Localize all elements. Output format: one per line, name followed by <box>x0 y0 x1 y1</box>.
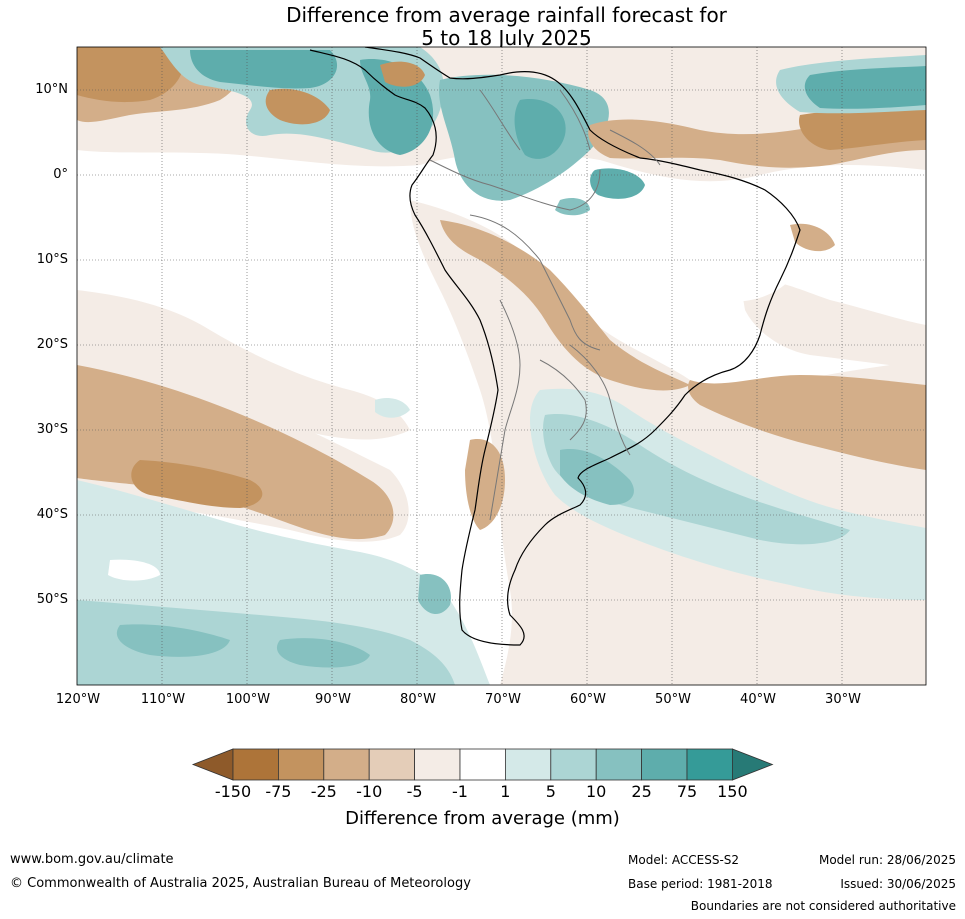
colorbar-tick-label: 25 <box>631 782 652 801</box>
map-title: Difference from average rainfall forecas… <box>0 4 965 50</box>
lon-label-80w: 80°W <box>400 692 436 707</box>
lat-label-40s: 40°S <box>36 507 68 522</box>
south-america-coastline <box>309 47 801 646</box>
footer-base-period: Base period: 1981-2018 <box>628 877 773 891</box>
anomaly-region <box>740 279 926 370</box>
anomaly-region <box>590 168 645 199</box>
colorbar-extend-low <box>191 748 234 781</box>
colorbar-extend-high <box>732 748 774 781</box>
colorbar-tick-label: -25 <box>310 782 337 801</box>
map-field <box>77 47 926 685</box>
anomaly-region <box>77 365 394 540</box>
lat-label-equator: 0° <box>53 167 68 182</box>
colorbar-segment <box>232 748 279 781</box>
anomaly-region <box>543 414 850 545</box>
colorbar-segment <box>686 748 733 781</box>
lon-label-120w: 120°W <box>55 692 101 707</box>
footer-website: www.bom.gov.au/climate <box>10 852 174 867</box>
anomaly-region <box>380 61 425 87</box>
colorbar-tick-label: -5 <box>406 782 423 801</box>
anomaly-region <box>108 559 160 581</box>
colorbar-segment <box>368 748 416 781</box>
anomaly-region <box>77 47 184 103</box>
lon-label-70w: 70°W <box>485 692 521 707</box>
map-frame <box>76 46 927 686</box>
anomaly-region <box>418 574 451 615</box>
colorbar-tick-label: -1 <box>452 782 468 801</box>
anomaly-region <box>688 375 926 470</box>
footer-copyright: © Commonwealth of Australia 2025, Austra… <box>10 876 471 891</box>
colorbar-tick-label: -10 <box>356 782 383 801</box>
anomaly-region <box>190 50 338 89</box>
lon-label-40w: 40°W <box>740 692 776 707</box>
lon-label-90w: 90°W <box>315 692 351 707</box>
lon-label-110w: 110°W <box>140 692 186 707</box>
colorbar-tick-label: -150 <box>214 782 252 801</box>
colorbar-tick-label: 10 <box>586 782 607 801</box>
footer-disclaimer: Boundaries are not considered authoritat… <box>690 899 956 913</box>
colorbar-segment <box>595 748 643 781</box>
anomaly-region <box>595 227 794 302</box>
anomaly-region <box>804 66 926 109</box>
colorbar-tick-label: 150 <box>717 782 748 801</box>
lat-label-10s: 10°S <box>36 252 68 267</box>
colorbar-tick-label: 1 <box>500 782 511 801</box>
map-title-line2: 5 to 18 July 2025 <box>421 26 592 50</box>
map-title-line1: Difference from average rainfall forecas… <box>286 3 727 27</box>
colorbar-segment <box>641 748 688 781</box>
anomaly-region <box>440 220 690 391</box>
colorbar-segment <box>323 748 370 781</box>
anomaly-region <box>77 600 455 685</box>
anomaly-region <box>116 624 230 657</box>
lon-label-30w: 30°W <box>825 692 861 707</box>
anomaly-region <box>276 638 370 668</box>
lat-label-20s: 20°S <box>36 337 68 352</box>
anomaly-region <box>265 88 330 125</box>
colorbar-segment <box>277 748 325 781</box>
country-borders <box>429 89 661 521</box>
anomaly-region <box>514 99 566 159</box>
anomaly-region <box>790 223 835 252</box>
anomaly-region <box>375 398 410 418</box>
colorbar-tick-label: 5 <box>545 782 556 801</box>
anomaly-region <box>799 105 926 150</box>
colorbar-segment <box>459 748 506 781</box>
lon-label-100w: 100°W <box>225 692 271 707</box>
anomaly-region <box>560 449 634 505</box>
colorbar-segment <box>414 748 461 781</box>
footer-model: Model: ACCESS-S2 <box>628 853 740 867</box>
footer-model-run: Model run: 28/06/2025 <box>818 853 956 867</box>
anomaly-region <box>131 460 263 508</box>
lon-label-50w: 50°W <box>655 692 691 707</box>
colorbar-segment <box>550 748 597 781</box>
anomaly-region <box>555 198 590 216</box>
lat-label-30s: 30°S <box>36 422 68 437</box>
footer-issued: Issued: 30/06/2025 <box>840 877 956 891</box>
colorbar-tick-label: 75 <box>676 782 698 801</box>
lat-label-10n: 10°N <box>35 82 68 97</box>
colorbar-segment <box>504 748 552 781</box>
colorbar <box>191 748 774 781</box>
lon-label-60w: 60°W <box>570 692 606 707</box>
colorbar-label: Difference from average (mm) <box>345 808 620 829</box>
lat-label-50s: 50°S <box>36 592 68 607</box>
colorbar-tick-label: -75 <box>265 782 292 801</box>
graticule <box>77 47 926 685</box>
